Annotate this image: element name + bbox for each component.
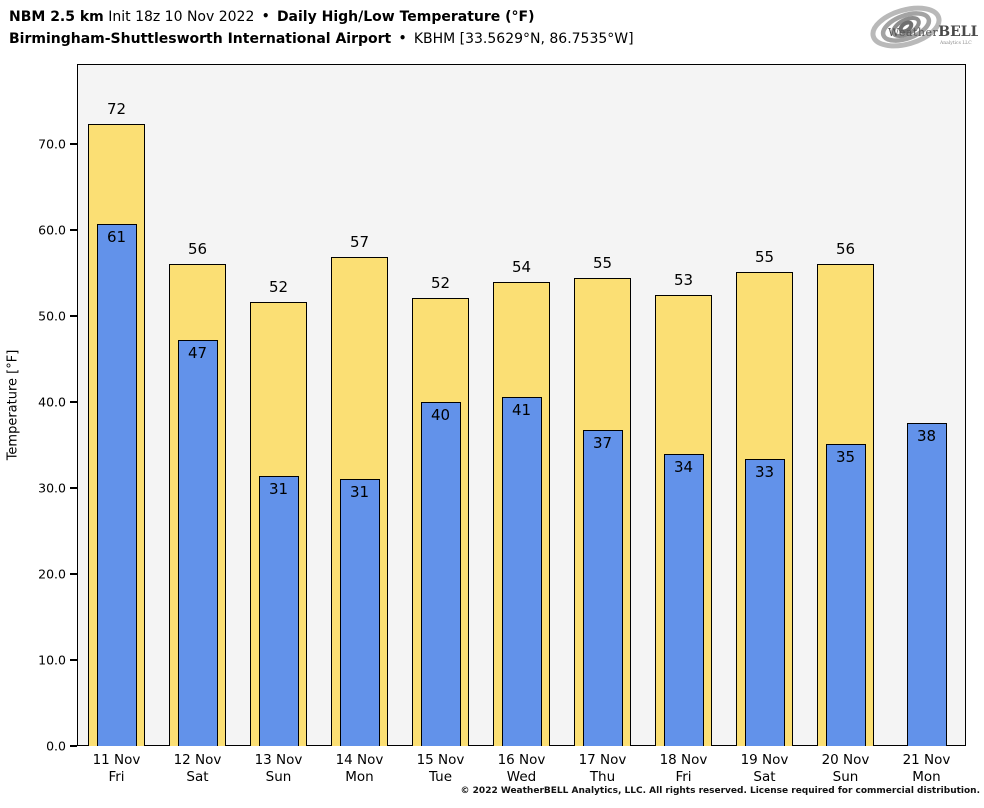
x-tick-date: 14 Nov	[335, 752, 384, 768]
x-tick-label: 14 Nov Mon	[320, 752, 400, 785]
plot-area	[77, 64, 966, 746]
copyright-notice: © 2022 WeatherBELL Analytics, LLC. All r…	[460, 786, 980, 796]
y-tick-mark	[70, 401, 77, 403]
x-tick-weekday: Sat	[186, 768, 209, 785]
x-tick-weekday: Sun	[832, 768, 859, 785]
chart-header: NBM 2.5 km Init 18z 10 Nov 2022 • Daily …	[9, 6, 634, 50]
x-tick-date: 17 Nov	[578, 752, 627, 768]
x-tick-date: 12 Nov	[173, 752, 222, 768]
init-time: Init 18z 10 Nov 2022	[108, 9, 255, 25]
x-tick-weekday: Tue	[428, 768, 453, 785]
x-tick-label: 13 Nov Sun	[239, 752, 319, 785]
x-tick-label: 16 Nov Wed	[482, 752, 562, 785]
chart-title-line2: Birmingham-Shuttlesworth International A…	[9, 28, 634, 50]
x-tick-label: 15 Nov Tue	[401, 752, 481, 785]
station-id-coordinates: KBHM [33.5629°N, 86.7535°W]	[413, 31, 634, 47]
y-tick-label: 10.0	[38, 652, 66, 668]
y-tick-label: 50.0	[38, 308, 66, 324]
x-tick-weekday: Mon	[345, 768, 374, 785]
x-tick-label: 17 Nov Thu	[563, 752, 643, 785]
x-tick-weekday: Fri	[675, 768, 692, 785]
y-tick-label: 60.0	[38, 222, 66, 238]
y-tick-label: 0.0	[46, 738, 66, 754]
x-tick-label: 11 Nov Fri	[77, 752, 157, 785]
x-tick-weekday: Fri	[108, 768, 125, 785]
svg-text:WeatherBELL: WeatherBELL	[888, 24, 978, 40]
hurricane-swirl-icon	[870, 5, 942, 49]
x-tick-weekday: Mon	[912, 768, 941, 785]
y-tick-mark	[70, 229, 77, 231]
x-tick-weekday: Sat	[753, 768, 776, 785]
x-tick-date: 13 Nov	[254, 752, 303, 768]
x-tick-weekday: Wed	[506, 768, 537, 785]
bullet-separator: •	[398, 31, 407, 45]
bullet-separator: •	[261, 9, 270, 23]
x-tick-label: 21 Nov Mon	[887, 752, 967, 785]
y-tick-mark	[70, 487, 77, 489]
x-tick-label: 20 Nov Sun	[806, 752, 886, 785]
y-axis-label: Temperature [°F]	[5, 349, 21, 461]
logo-brand-weather: Weather	[888, 26, 938, 39]
y-tick-mark	[70, 315, 77, 317]
y-tick-mark	[70, 659, 77, 661]
logo-brand-bell: BELL	[938, 24, 978, 40]
x-tick-date: 15 Nov	[416, 752, 465, 768]
x-tick-label: 18 Nov Fri	[644, 752, 724, 785]
weatherbell-logo: WeatherBELL Analytics LLC	[870, 5, 978, 49]
x-tick-date: 19 Nov	[740, 752, 789, 768]
x-tick-date: 11 Nov	[92, 752, 141, 768]
y-tick-mark	[70, 745, 77, 747]
y-tick-mark	[70, 573, 77, 575]
y-tick-label: 20.0	[38, 566, 66, 582]
y-tick-label: 70.0	[38, 136, 66, 152]
x-tick-weekday: Thu	[589, 768, 616, 785]
x-tick-label: 12 Nov Sat	[158, 752, 238, 785]
logo-subtext: Analytics LLC	[939, 40, 972, 46]
y-tick-mark	[70, 143, 77, 145]
x-tick-weekday: Sun	[265, 768, 292, 785]
x-tick-date: 21 Nov	[902, 752, 951, 768]
product-name: Daily High/Low Temperature (°F)	[276, 9, 535, 25]
x-tick-date: 20 Nov	[821, 752, 870, 768]
model-name: NBM 2.5 km	[9, 9, 104, 25]
y-tick-label: 30.0	[38, 480, 66, 496]
y-tick-label: 40.0	[38, 394, 66, 410]
station-name: Birmingham-Shuttlesworth International A…	[9, 31, 392, 47]
x-tick-label: 19 Nov Sat	[725, 752, 805, 785]
chart-title-line1: NBM 2.5 km Init 18z 10 Nov 2022 • Daily …	[9, 6, 634, 28]
x-tick-date: 16 Nov	[497, 752, 546, 768]
x-tick-date: 18 Nov	[659, 752, 708, 768]
